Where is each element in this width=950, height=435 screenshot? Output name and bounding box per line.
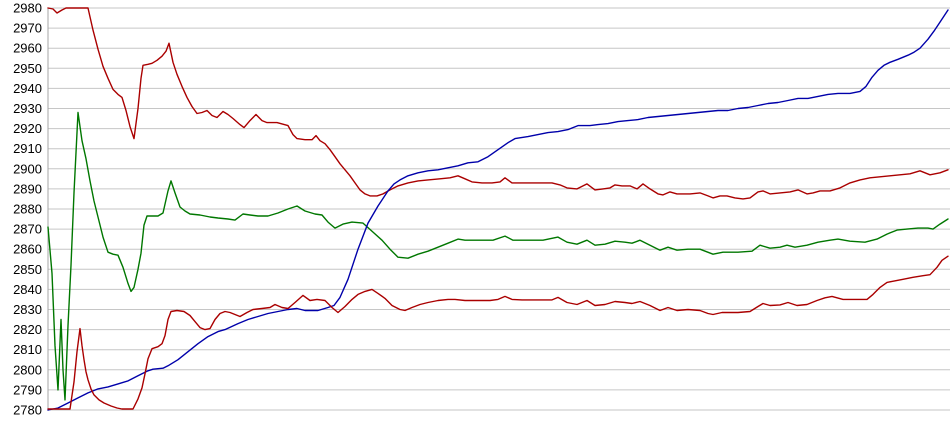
y-axis-tick-label: 2890 bbox=[13, 181, 42, 196]
y-axis-tick-label: 2860 bbox=[13, 242, 42, 257]
y-axis-tick-label: 2800 bbox=[13, 362, 42, 377]
y-axis-tick-label: 2850 bbox=[13, 262, 42, 277]
y-axis-tick-label: 2870 bbox=[13, 222, 42, 237]
y-axis-tick-label: 2780 bbox=[13, 403, 42, 418]
series-lower-band-red bbox=[47, 255, 949, 410]
y-axis-tick-label: 2790 bbox=[13, 382, 42, 397]
y-axis-tick-label: 2910 bbox=[13, 141, 42, 156]
series-main-blue bbox=[47, 9, 949, 411]
series-middle-green bbox=[47, 111, 949, 401]
y-axis-tick-label: 2820 bbox=[13, 322, 42, 337]
y-axis-tick-label: 2960 bbox=[13, 41, 42, 56]
y-axis-tick-label: 2970 bbox=[13, 21, 42, 36]
y-axis-tick-label: 2940 bbox=[13, 81, 42, 96]
y-axis-tick-label: 2880 bbox=[13, 202, 42, 217]
y-axis-tick-label: 2980 bbox=[13, 1, 42, 16]
series-upper-band-red bbox=[47, 7, 949, 200]
y-axis-tick-label: 2950 bbox=[13, 61, 42, 76]
y-axis-tick-label: 2830 bbox=[13, 302, 42, 317]
y-axis-tick-label: 2920 bbox=[13, 121, 42, 136]
y-axis-tick-label: 2900 bbox=[13, 161, 42, 176]
y-axis-tick-label: 2930 bbox=[13, 101, 42, 116]
y-axis-tick-label: 2840 bbox=[13, 282, 42, 297]
y-axis-tick-label: 2810 bbox=[13, 342, 42, 357]
